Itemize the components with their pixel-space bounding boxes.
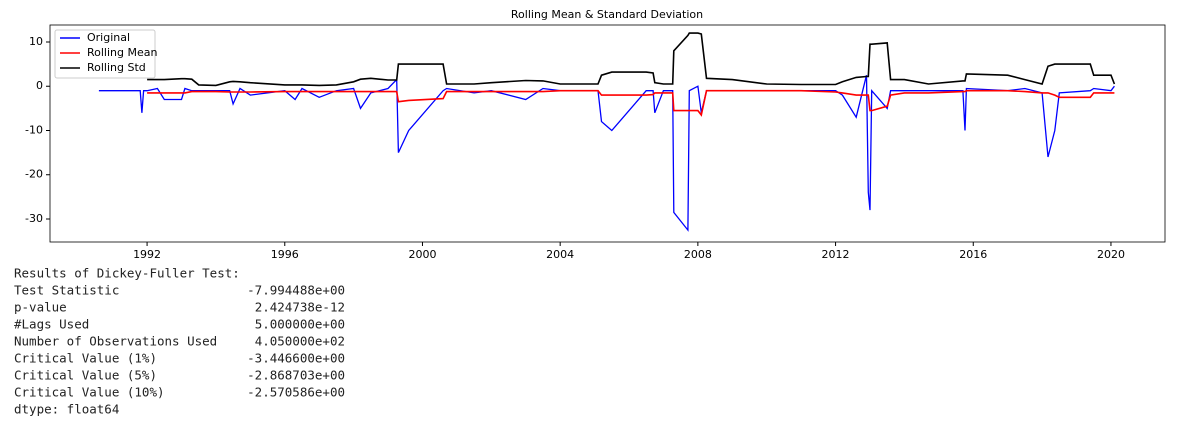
x-tick-label: 2020 — [1097, 248, 1125, 261]
output-value: 5.000000e+00 — [255, 317, 345, 332]
y-tick-label: 10 — [29, 35, 43, 48]
x-tick-label: 2000 — [408, 248, 436, 261]
output-value: -7.994488e+00 — [247, 283, 345, 298]
output-heading: Results of Dickey-Fuller Test: — [14, 266, 240, 281]
series-line — [98, 75, 1115, 232]
series-line — [147, 32, 1116, 87]
legend-label: Original — [87, 31, 130, 44]
x-tick-label: 2004 — [546, 248, 574, 261]
output-label: Critical Value (5%) — [14, 368, 157, 383]
chart-title: Rolling Mean & Standard Deviation — [511, 8, 703, 21]
legend-label: Rolling Std — [87, 61, 146, 74]
output-value: -2.570586e+00 — [247, 385, 345, 400]
output-value: -2.868703e+00 — [247, 368, 345, 383]
x-tick-label: 2008 — [684, 248, 712, 261]
output-label: Critical Value (10%) — [14, 385, 165, 400]
legend-label: Rolling Mean — [87, 46, 157, 59]
output-label: Test Statistic — [14, 283, 119, 298]
x-tick-label: 1996 — [271, 248, 299, 261]
output-label: #Lags Used — [14, 317, 89, 332]
y-tick-label: 0 — [36, 79, 43, 92]
y-tick-label: -30 — [25, 212, 43, 225]
output-label: Critical Value (1%) — [14, 351, 157, 366]
series-line — [147, 89, 1115, 117]
y-tick-label: -10 — [25, 123, 43, 136]
x-tick-label: 1992 — [133, 248, 161, 261]
plot-frame — [49, 24, 1166, 243]
x-tick-label: 2016 — [959, 248, 987, 261]
legend-box — [54, 29, 156, 79]
output-value: 2.424738e-12 — [255, 300, 345, 315]
output-label: Number of Observations Used — [14, 334, 217, 349]
output-value: 4.050000e+02 — [255, 334, 345, 349]
y-tick-label: -20 — [25, 168, 43, 181]
x-tick-label: 2012 — [822, 248, 850, 261]
output-footer: dtype: float64 — [14, 402, 119, 417]
output-value: -3.446600e+00 — [247, 351, 345, 366]
output-label: p-value — [14, 300, 67, 315]
